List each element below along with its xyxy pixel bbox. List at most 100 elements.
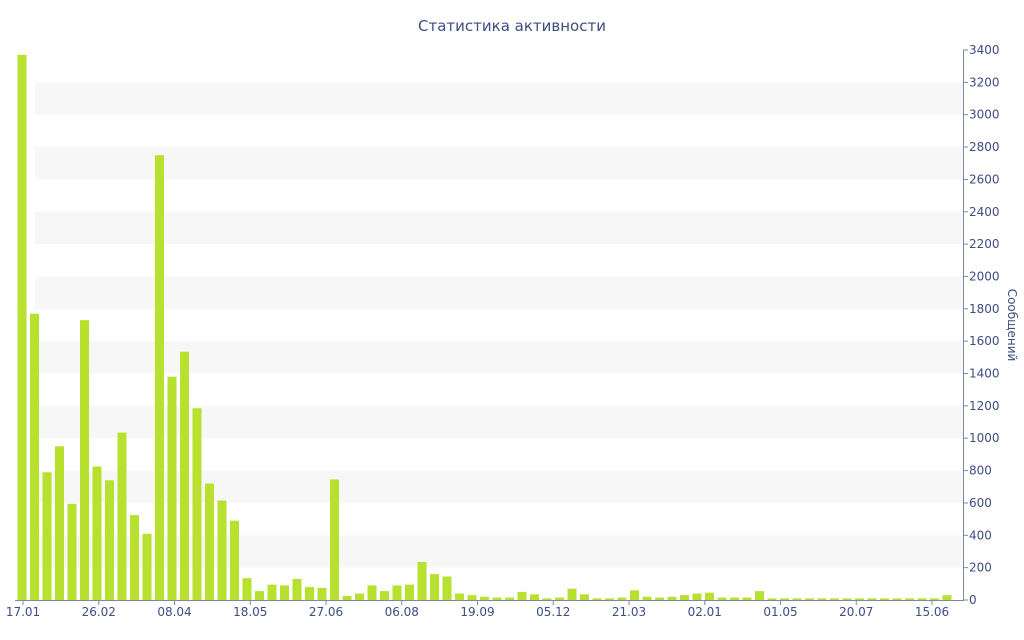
bar — [255, 591, 264, 600]
bar — [892, 598, 902, 600]
bar — [592, 598, 602, 600]
bar — [905, 598, 914, 600]
bar — [380, 591, 389, 600]
bar — [530, 594, 539, 600]
y-tick-label: 2400 — [969, 205, 1000, 219]
y-tick-label: 3400 — [969, 43, 1000, 57]
y-tick-label: 1600 — [969, 334, 1000, 348]
y-tick-label: 2800 — [969, 140, 1000, 154]
x-tick-label: 21.03 — [612, 605, 646, 619]
y-tick-label: 0 — [969, 593, 977, 607]
bar — [17, 54, 27, 601]
bar — [417, 561, 427, 600]
grid-band — [35, 211, 963, 245]
x-tick-label: 27.06 — [309, 605, 343, 619]
bar — [705, 592, 714, 600]
bar — [580, 594, 589, 600]
bar — [605, 598, 614, 600]
grid-band — [35, 405, 963, 439]
bar — [830, 598, 839, 600]
bar — [330, 479, 339, 600]
bar — [817, 598, 827, 600]
bar — [867, 598, 877, 600]
bar — [655, 597, 664, 600]
x-tick-label: 17.01 — [6, 605, 40, 619]
x-tick-label: 06.08 — [385, 605, 419, 619]
grid-band — [35, 535, 963, 568]
bar — [92, 466, 102, 600]
bar — [667, 596, 677, 600]
bar — [342, 595, 352, 600]
bar — [755, 591, 764, 600]
x-tick-label: 02.01 — [688, 605, 722, 619]
bar — [505, 597, 514, 600]
x-tick-label: 19.09 — [460, 605, 494, 619]
grid-band — [35, 276, 963, 309]
y-tick-label: 3000 — [969, 108, 1000, 122]
grid-band — [35, 470, 963, 503]
y-tick-label: 3200 — [969, 75, 1000, 89]
bar — [205, 483, 214, 600]
bar — [317, 587, 327, 600]
bar — [230, 520, 239, 600]
bar — [467, 595, 477, 600]
x-tick-label: 26.02 — [82, 605, 116, 619]
x-tick-label: 15.06 — [915, 605, 949, 619]
bar — [492, 597, 502, 600]
y-tick-label: 1400 — [969, 367, 1000, 381]
bar — [730, 597, 739, 600]
bar — [292, 578, 302, 600]
x-tick-label: 20.07 — [839, 605, 873, 619]
bar — [167, 376, 177, 600]
bar — [280, 585, 289, 600]
bar — [855, 598, 864, 600]
grid-band — [35, 341, 963, 374]
x-ticks-group: 17.01 26.02 08.04 18.05 27.06 06.08 19.09 05.12… — [6, 600, 949, 619]
bar — [455, 593, 464, 600]
bar — [680, 595, 689, 600]
bar — [367, 585, 377, 600]
bar — [105, 480, 114, 600]
bar — [517, 591, 527, 600]
y-tick-label: 400 — [969, 528, 992, 542]
bar — [555, 597, 564, 600]
bar — [942, 595, 952, 600]
y-tick-label: 1200 — [969, 399, 1000, 413]
bar — [180, 351, 189, 600]
y-tick-label: 800 — [969, 464, 992, 478]
bar — [430, 574, 439, 600]
y-tick-label: 2000 — [969, 269, 1000, 283]
bars-group — [17, 54, 952, 601]
bar — [392, 585, 402, 600]
bar — [55, 446, 64, 600]
bar — [30, 313, 39, 600]
bar — [630, 590, 639, 600]
bar — [792, 598, 802, 600]
bar — [442, 576, 452, 600]
bar — [480, 596, 489, 600]
bar — [80, 320, 89, 600]
bar — [842, 598, 852, 600]
bar — [117, 432, 127, 600]
bar — [142, 533, 152, 600]
x-tick-label: 05.12 — [536, 605, 570, 619]
bar — [717, 597, 727, 600]
bar — [67, 503, 77, 600]
y-tick-label: 1000 — [969, 431, 1000, 445]
bar — [767, 598, 777, 600]
bar — [305, 587, 314, 600]
x-tick-label: 18.05 — [233, 605, 267, 619]
bar — [567, 588, 577, 600]
y-tick-label: 2600 — [969, 172, 1000, 186]
bar — [917, 598, 927, 600]
y-tick-label: 1800 — [969, 302, 1000, 316]
bar — [355, 593, 364, 600]
bar — [642, 596, 652, 600]
bar — [192, 408, 202, 600]
x-tick-label: 08.04 — [157, 605, 191, 619]
bar — [242, 578, 252, 600]
bar — [780, 598, 789, 600]
y-axis-label: Сообщений — [1005, 289, 1019, 362]
